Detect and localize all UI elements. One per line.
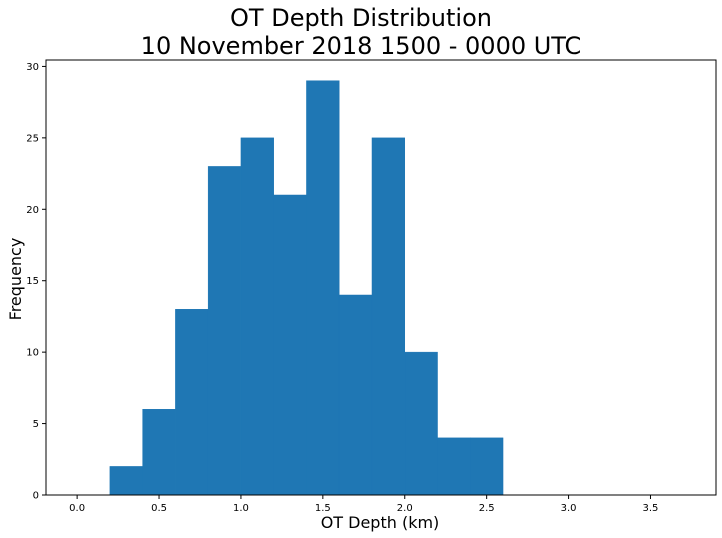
histogram-bar-10: [437, 437, 471, 496]
histogram-bar-7: [338, 294, 373, 496]
x-tick-label-2: 1.0: [233, 503, 249, 514]
y-tick-label-1: 5: [33, 419, 39, 430]
histogram-bar-9: [404, 351, 438, 496]
histogram-bar-8: [371, 137, 406, 496]
histogram-bar-0: [109, 466, 143, 496]
histogram-bar-6: [306, 80, 340, 496]
histogram-bar-1: [142, 409, 176, 496]
x-tick-label-7: 3.5: [643, 503, 659, 514]
x-tick-label-1: 0.5: [151, 503, 167, 514]
histogram-bar-2: [175, 309, 209, 496]
chart-subtitle: 10 November 2018 1500 - 0000 UTC: [140, 32, 582, 60]
x-tick-label-6: 3.0: [561, 503, 577, 514]
plot-frame: [45, 59, 717, 496]
histogram-bar-5: [273, 194, 307, 496]
y-tick-label-0: 0: [33, 491, 39, 502]
x-tick-label-5: 2.5: [479, 503, 495, 514]
x-axis-label: OT Depth (km): [321, 513, 440, 532]
x-axis-ticks: 0.0 0.5 1.0 1.5 2.0 2.5 3.0 3.5: [69, 495, 658, 514]
y-tick-label-2: 10: [26, 348, 39, 359]
histogram-bars: [109, 80, 504, 496]
y-tick-label-4: 20: [26, 205, 39, 216]
x-tick-label-3: 1.5: [315, 503, 331, 514]
y-axis-label: Frequency: [6, 238, 25, 321]
chart-title: OT Depth Distribution: [230, 4, 492, 32]
y-tick-label-5: 25: [26, 133, 39, 144]
histogram-bar-3: [207, 166, 242, 496]
x-tick-label-0: 0.0: [69, 503, 85, 514]
histogram-bar-11: [470, 437, 504, 496]
histogram-bar-4: [240, 137, 274, 496]
y-tick-label-6: 30: [26, 62, 39, 73]
x-tick-label-4: 2.0: [397, 503, 413, 514]
y-axis-ticks: 0 5 10 15 20 25 30: [26, 62, 46, 502]
y-tick-label-3: 15: [26, 276, 39, 287]
